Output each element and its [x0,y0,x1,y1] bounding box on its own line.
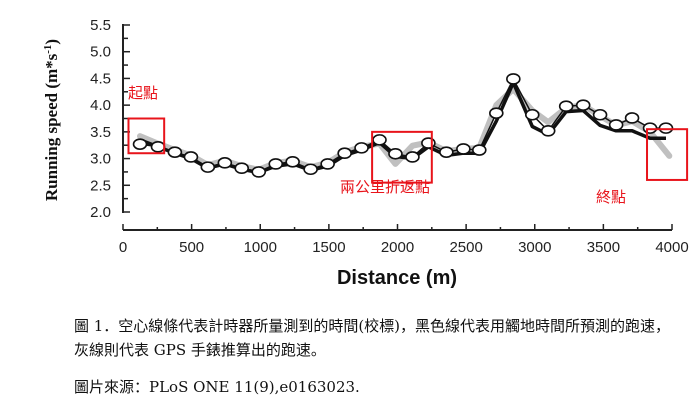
x-tick-label: 1500 [312,239,345,256]
x-tick-label: 0 [119,239,127,256]
timer-data-point [251,166,267,178]
timer-data-point [285,155,300,168]
y-tick-label: 3.5 [90,124,111,141]
timer-data-point [421,137,436,149]
turnaround-highlight-box [371,130,433,184]
timer-data-point [642,122,658,134]
x-tick-label: 3500 [587,239,620,256]
contact-time-speed-line [139,80,666,175]
x-tick-label: 500 [179,239,204,256]
y-tick-label: 3.0 [90,151,111,168]
timer-data-point [456,143,471,155]
finish-label: 終點 [596,188,626,206]
y-tick-label: 2.0 [90,204,111,221]
timer-data-point [354,142,369,154]
x-tick-label: 3000 [518,239,551,256]
figure-caption: 圖 1．空心線條代表計時器所量測到的時間(校標)，黑色線代表用觸地時間所預測的跑… [74,317,671,359]
timer-data-point [183,151,199,163]
timer-data-point [489,107,504,119]
finish-highlight-box [646,128,689,181]
chart-series [132,73,674,178]
y-tick-label: 5.0 [90,44,111,61]
timer-data-point [132,138,148,150]
timer-data-point [372,134,387,146]
chart-axes: 2.0 2.5 3.0 3.5 4.0 4.5 5.0 5.5 0 500 1000 1500 2000… [90,17,689,256]
x-axis-label: Distance (m) [337,267,457,289]
timer-data-point [624,112,640,124]
speed-chart: 2.0 2.5 3.0 3.5 4.0 4.5 5.0 5.5 0 500 1000 1500 2000… [42,17,689,289]
timer-data-point [268,158,284,170]
timer-data-point [524,108,540,121]
x-tick-label: 4000 [655,239,688,256]
turnaround-label: 兩公里折返點 [340,178,430,196]
timer-data-point [506,73,521,85]
timer-data-point [200,161,216,173]
timer-data-point [575,99,591,111]
x-tick-label: 2500 [449,239,482,256]
y-axis-label: Running speed (m*s-1) [42,39,61,201]
y-tick-label: 2.5 [90,177,111,194]
figure-source: 圖片來源：PLoS ONE 11(9),e0163023. [74,378,360,396]
timer-data-point [234,162,250,174]
timer-data-point [472,144,487,156]
timer-data-point [167,146,183,158]
y-tick-label: 4.5 [90,70,111,87]
timer-data-point [558,100,574,113]
timer-data-point [405,151,420,163]
timer-data-point [303,163,318,176]
timer-data-point [337,147,352,160]
y-tick-label: 4.0 [90,97,111,114]
timer-data-point [439,146,454,158]
timer-data-point [150,141,166,153]
timer-data-point [540,124,556,137]
y-tick-label: 5.5 [90,17,111,34]
timer-data-point [388,147,403,160]
timer-data-point [658,122,674,134]
start-highlight-box [127,117,166,155]
timer-data-point [592,108,608,121]
timer-data-point [217,157,233,169]
x-tick-label: 1000 [244,239,277,256]
timer-data-point [320,158,335,170]
x-tick-label: 2000 [381,239,414,256]
timer-data-point [608,119,624,131]
start-label: 起點 [128,84,158,102]
